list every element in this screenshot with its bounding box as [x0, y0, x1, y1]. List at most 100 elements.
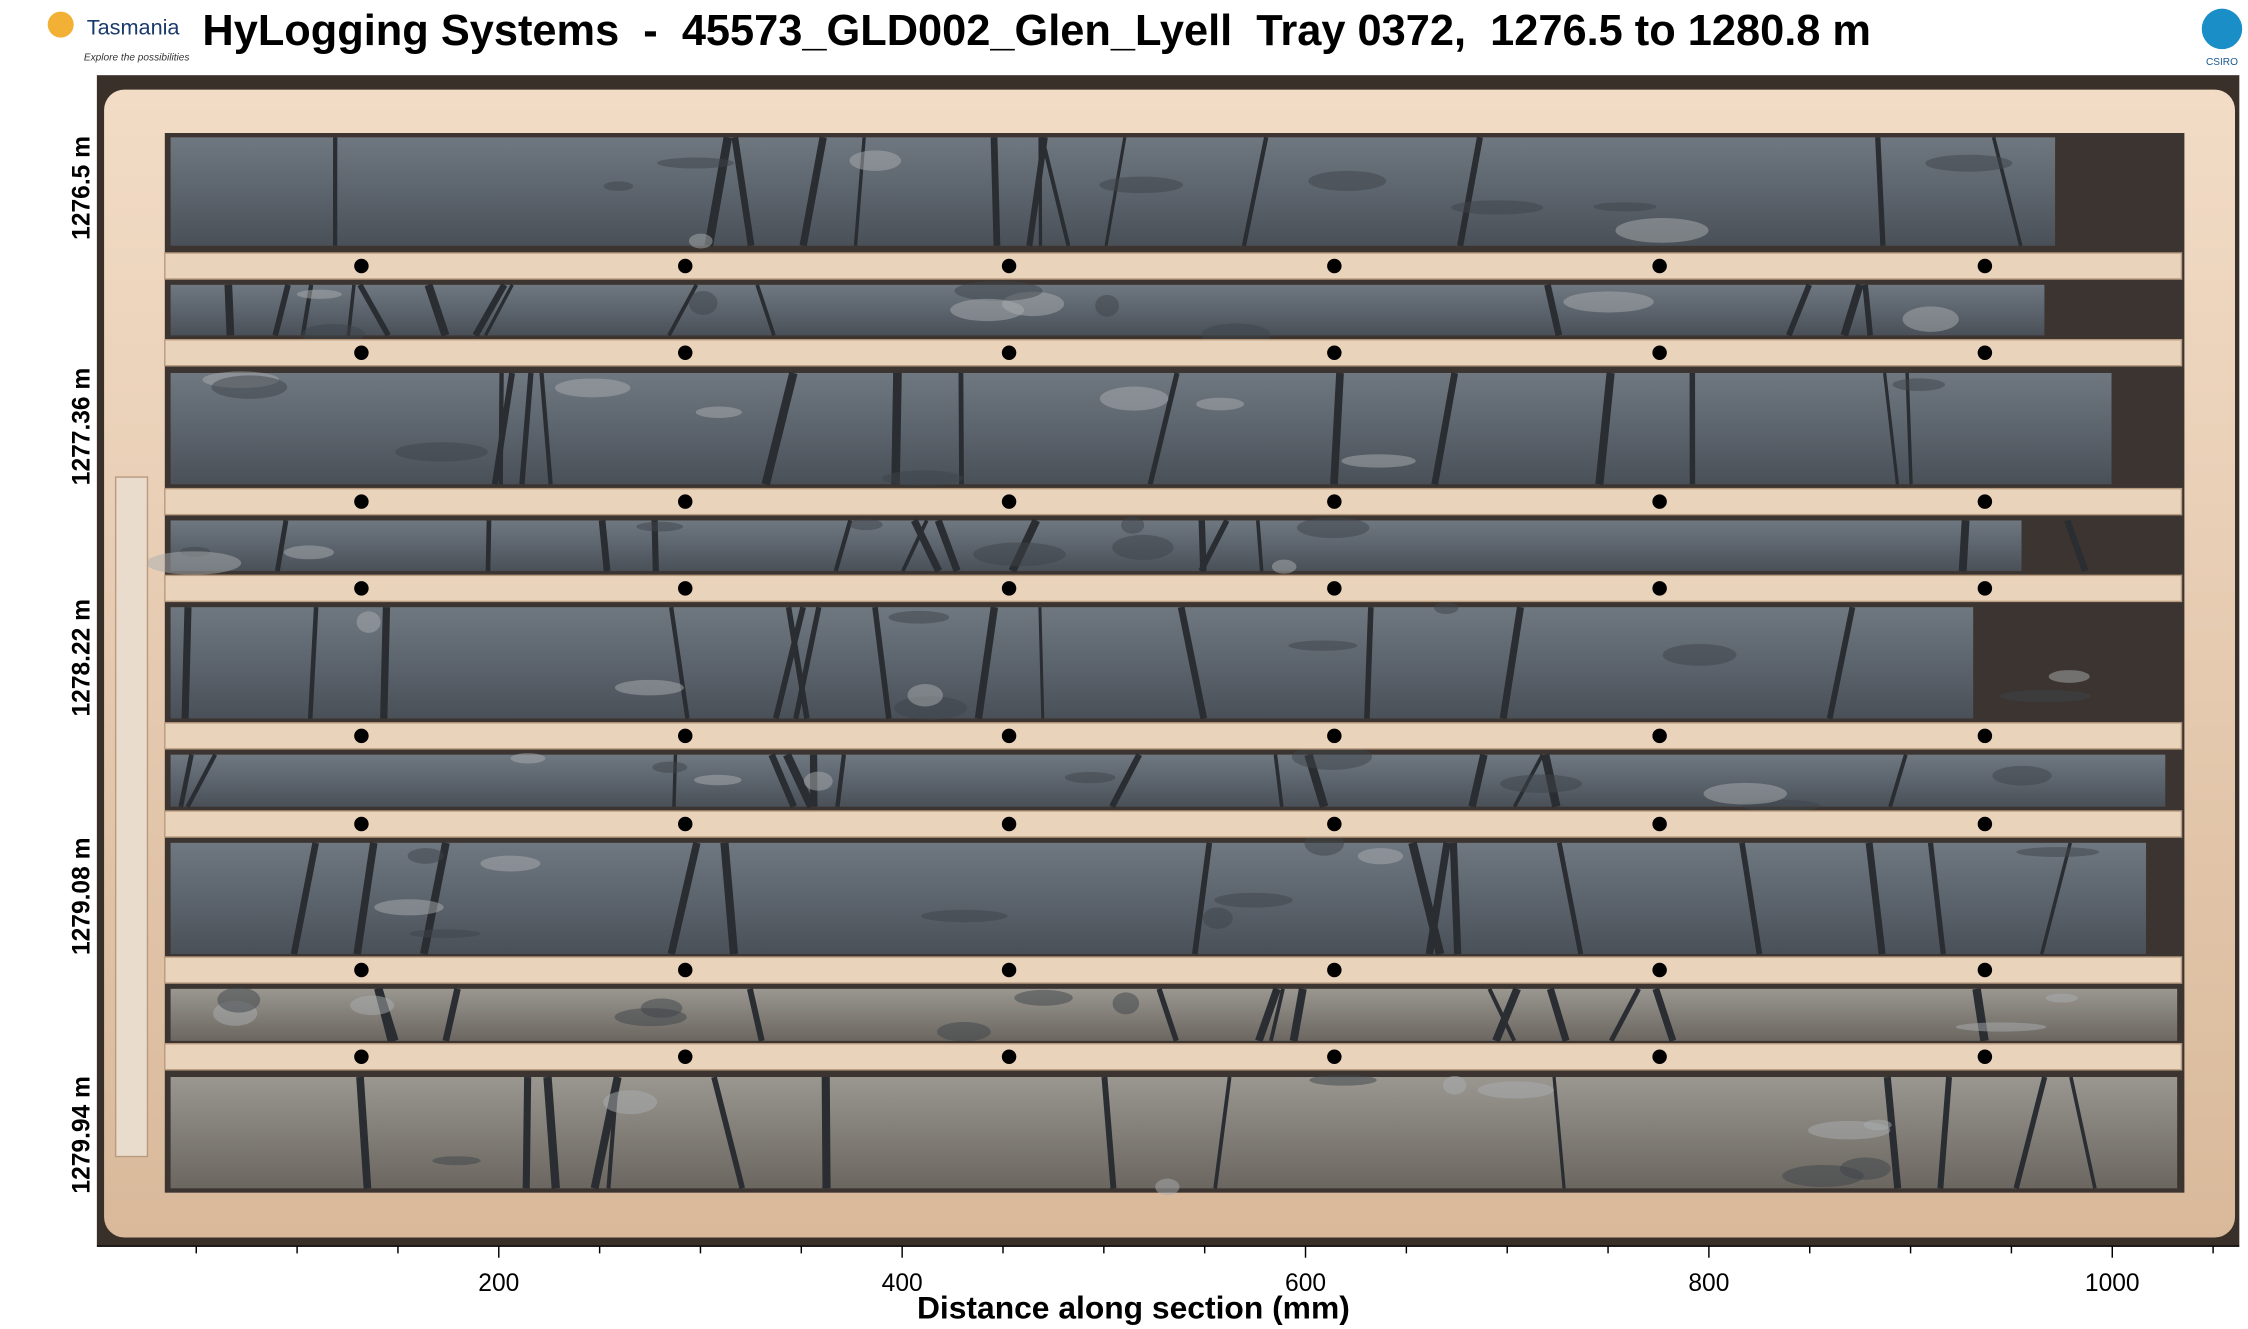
- core-texture: [1892, 378, 1946, 391]
- core-texture: [1196, 397, 1245, 411]
- core-fracture: [1255, 987, 1281, 1043]
- core-fracture: [1883, 1076, 1902, 1189]
- csiro-logo: [2201, 8, 2243, 50]
- marker-dot: [678, 962, 693, 978]
- core-texture: [693, 774, 742, 786]
- tray-divider: [164, 722, 2183, 750]
- core-texture: [614, 679, 684, 696]
- core-texture: [1925, 154, 2013, 172]
- core-fracture: [2040, 842, 2072, 955]
- core-fracture: [274, 520, 289, 572]
- core-fracture: [1958, 520, 1970, 572]
- core-fracture: [1937, 1076, 1952, 1189]
- core-fracture: [1972, 988, 1989, 1042]
- core-fracture: [1552, 1076, 1566, 1189]
- core-fracture: [704, 136, 733, 247]
- core-texture: [849, 518, 883, 531]
- core-fracture: [522, 1076, 532, 1189]
- core-fracture: [793, 606, 822, 720]
- core-fracture: [2069, 1076, 2097, 1189]
- core-fracture: [498, 372, 504, 485]
- marker-dot: [678, 1049, 693, 1065]
- core-texture: [695, 406, 742, 418]
- core-texture: [480, 855, 541, 872]
- core-fracture: [1256, 520, 1264, 572]
- x-tick-label: 1000: [2085, 1270, 2140, 1297]
- marker-dot: [1327, 816, 1342, 832]
- marker-dot: [1001, 345, 1017, 360]
- marker-dot: [1977, 962, 1993, 978]
- core-fracture: [1156, 987, 1179, 1042]
- core-fracture: [1101, 1076, 1117, 1189]
- core-fracture: [1888, 754, 1908, 808]
- marker-dot: [1977, 581, 1993, 596]
- marker-dot: [1652, 1049, 1667, 1065]
- marker-dot: [1327, 494, 1342, 509]
- marker-dot: [1001, 581, 1017, 596]
- marker-dot: [354, 962, 369, 978]
- marker-dot: [1652, 962, 1667, 978]
- core-texture: [374, 899, 444, 916]
- core-texture: [1782, 1164, 1864, 1187]
- marker-dot: [1327, 728, 1342, 744]
- core-fracture: [761, 371, 798, 486]
- core-texture: [603, 1090, 658, 1115]
- core-fracture: [1927, 842, 1946, 955]
- marker-dot: [1001, 1049, 1017, 1065]
- x-tick-label: 200: [478, 1270, 519, 1297]
- marker-dot: [1327, 581, 1342, 596]
- core-texture: [1309, 1074, 1377, 1086]
- core-texture: [1099, 386, 1169, 411]
- core-fracture: [785, 606, 810, 719]
- tray-divider: [164, 339, 2183, 367]
- core-texture: [688, 291, 718, 315]
- core-fracture: [1364, 607, 1374, 719]
- core-texture: [1291, 743, 1372, 770]
- core-fracture: [833, 519, 853, 572]
- marker-dot: [1001, 494, 1017, 509]
- marker-dot: [1977, 1049, 1993, 1065]
- x-axis: 200 400 600 800 1000: [96, 1245, 2240, 1297]
- core-fracture: [891, 372, 902, 485]
- tray-contents: [114, 136, 2183, 1196]
- core-texture: [1808, 1120, 1891, 1140]
- marker-dot: [354, 728, 369, 744]
- core-fracture: [272, 284, 291, 337]
- core-fracture: [1026, 136, 1048, 247]
- marker-dot: [1977, 494, 1993, 509]
- core-fracture: [1241, 136, 1269, 247]
- marker-dot: [1652, 816, 1667, 832]
- core-fracture: [783, 752, 816, 809]
- core-fracture: [1213, 1076, 1232, 1189]
- page-title: HyLogging Systems - 45573_GLD002_Glen_Ly…: [202, 7, 1871, 55]
- core-fracture: [1609, 987, 1641, 1043]
- core-fracture: [424, 283, 450, 337]
- core-fracture: [543, 1076, 560, 1189]
- core-fracture: [1826, 606, 1856, 720]
- depth-label: 1279.94 m: [69, 1076, 96, 1193]
- core-fracture: [1289, 988, 1307, 1042]
- core-fracture: [307, 607, 319, 719]
- depth-label: 1279.08 m: [69, 838, 96, 955]
- core-texture: [640, 998, 683, 1018]
- core-fracture: [958, 372, 964, 485]
- core-texture: [1615, 218, 1709, 243]
- core-row: [170, 754, 2166, 807]
- core-fracture: [934, 519, 961, 573]
- marker-dot: [678, 728, 693, 744]
- core-texture: [1296, 517, 1370, 539]
- core-texture: [409, 929, 481, 939]
- core-fracture: [485, 520, 492, 572]
- marker-dot: [678, 581, 693, 596]
- core-texture: [1703, 782, 1788, 805]
- x-tick-label: 800: [1688, 1270, 1729, 1297]
- core-texture: [882, 470, 964, 487]
- core-texture: [1992, 765, 2052, 786]
- core-fracture: [224, 284, 235, 336]
- core-fracture: [1991, 136, 2023, 247]
- core-fracture: [185, 753, 218, 808]
- core-fracture: [178, 754, 194, 808]
- core-fracture: [667, 283, 699, 337]
- core-texture: [1121, 516, 1145, 534]
